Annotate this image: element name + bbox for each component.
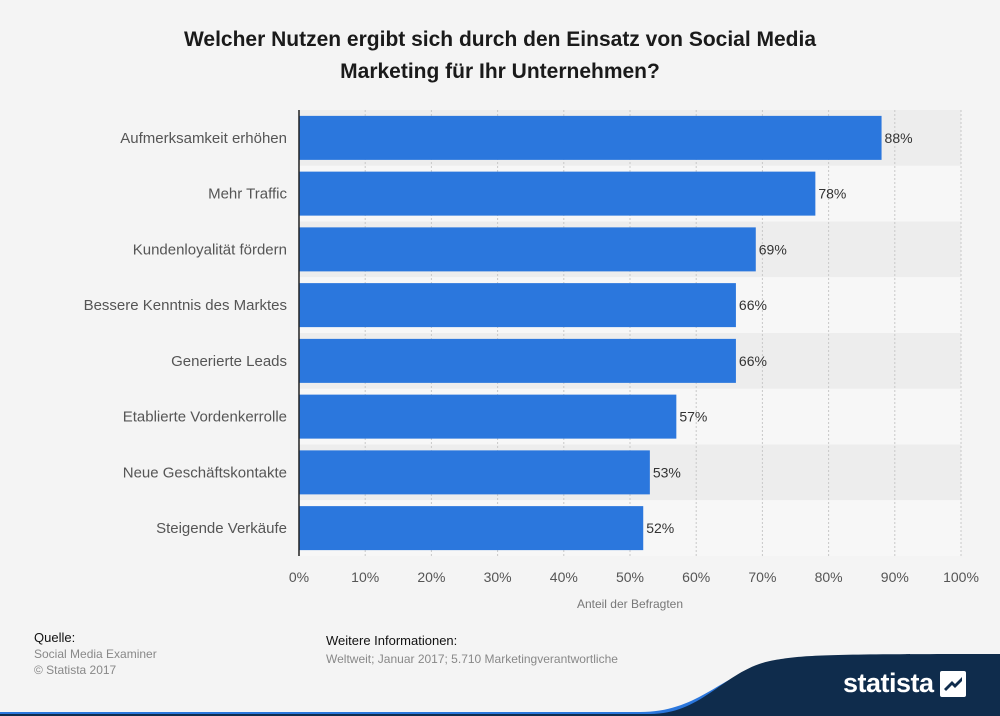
bar: [299, 394, 677, 439]
x-tick-label: 20%: [417, 569, 445, 585]
info-block: Weitere Informationen: Weltweit; Januar …: [326, 632, 618, 668]
x-tick-label: 40%: [550, 569, 578, 585]
bar-chart: 88% Aufmerksamkeit erhöhen 78% Mehr Traffic…: [84, 110, 979, 611]
x-tick-label: 60%: [682, 569, 710, 585]
x-tick-label: 10%: [351, 569, 379, 585]
x-tick-label: 90%: [881, 569, 909, 585]
bar-value-label: 78%: [818, 186, 846, 202]
bar: [299, 506, 644, 551]
info-label: Weitere Informationen:: [326, 633, 458, 648]
swoosh-band: [0, 654, 1000, 716]
bar: [299, 338, 736, 383]
copyright-line: © Statista 2017: [34, 663, 117, 677]
x-axis-title: Anteil der Befragten: [577, 597, 683, 611]
category-label: Etablierte Vordenkerrolle: [123, 409, 287, 426]
x-tick-label: 0%: [289, 569, 309, 585]
source-block: Quelle: Social Media Examiner © Statista…: [34, 630, 157, 678]
bar: [299, 283, 736, 328]
category-label: Aufmerksamkeit erhöhen: [120, 130, 287, 147]
bar: [299, 227, 756, 272]
x-tick-label: 70%: [748, 569, 776, 585]
bar-value-label: 88%: [885, 130, 913, 146]
x-tick-label: 100%: [943, 569, 979, 585]
category-label: Neue Geschäftskontakte: [123, 464, 287, 481]
category-label: Kundenloyalität fördern: [133, 241, 287, 258]
bar-value-label: 66%: [739, 297, 767, 313]
bar-value-label: 52%: [646, 520, 674, 536]
x-tick-label: 80%: [815, 569, 843, 585]
footer-swoosh: [0, 654, 1000, 716]
bar-value-label: 66%: [739, 353, 767, 369]
category-label: Generierte Leads: [171, 353, 287, 370]
bar-value-label: 57%: [679, 409, 707, 425]
x-tick-label: 30%: [484, 569, 512, 585]
bar: [299, 171, 816, 216]
statista-logo-icon: [939, 670, 966, 697]
chart-title: Welcher Nutzen ergibt sich durch den Ein…: [0, 24, 1000, 88]
statista-logo[interactable]: statista: [843, 668, 966, 699]
info-text: Weltweit; Januar 2017; 5.710 Marketingve…: [326, 652, 618, 666]
logo-wordmark: statista: [843, 668, 934, 698]
bar: [299, 115, 882, 160]
x-tick-label: 50%: [616, 569, 644, 585]
source-line: Social Media Examiner: [34, 647, 157, 661]
source-label: Quelle:: [34, 630, 76, 645]
category-label: Bessere Kenntnis des Marktes: [84, 297, 287, 314]
bar-value-label: 53%: [653, 464, 681, 480]
bar: [299, 450, 650, 495]
chart-title-line-1: Welcher Nutzen ergibt sich durch den Ein…: [183, 28, 817, 51]
category-label: Steigende Verkäufe: [156, 520, 287, 537]
category-label: Mehr Traffic: [208, 186, 287, 203]
chart-title-line-2: Marketing für Ihr Unternehmen?: [340, 60, 660, 83]
bar-value-label: 69%: [759, 241, 787, 257]
